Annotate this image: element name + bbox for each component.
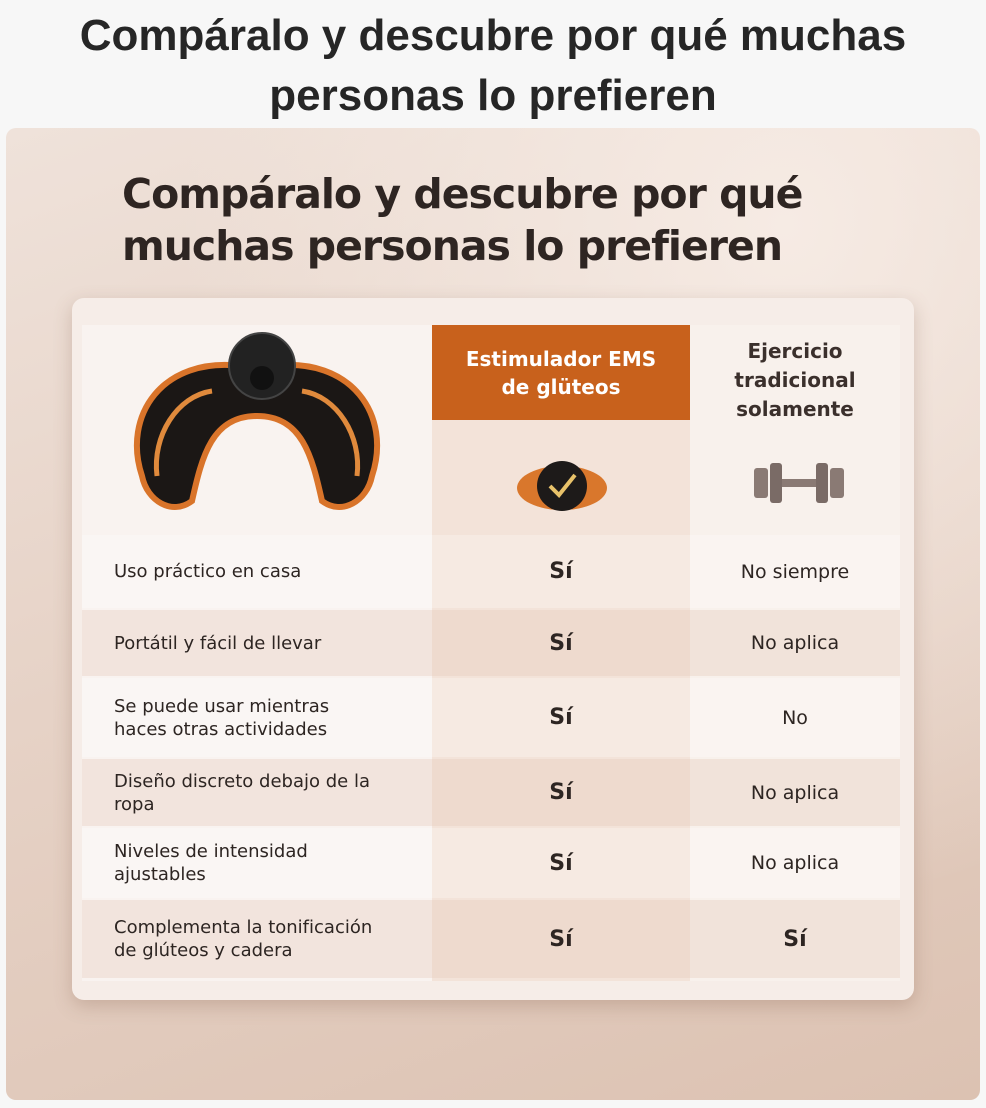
device-illustration — [134, 332, 380, 510]
exercise-cell: No aplica — [690, 828, 900, 898]
cell-text: Sí — [549, 926, 573, 952]
column-bg — [432, 325, 690, 981]
cell-text: Niveles de intensidad ajustables — [114, 841, 308, 885]
row-bg — [82, 759, 900, 826]
comparison-card: Estimulador EMS de glüteos Ejercicio tra… — [72, 298, 914, 1000]
feature-cell: Se puede usar mientras haces otras activ… — [82, 678, 432, 757]
cell-text: No aplica — [750, 781, 840, 804]
cell-text: Se puede usar mientras haces otras activ… — [114, 695, 330, 740]
row-bg — [82, 610, 900, 676]
exercise-cell: No aplica — [690, 759, 900, 826]
column-header: Ejercicio tradicional solamente — [734, 338, 856, 421]
cell-text: Portátil y fácil de llevar — [114, 632, 322, 654]
cell-text: Sí — [549, 780, 573, 805]
exercise-cell: No — [690, 678, 900, 757]
cell-text: Sí — [549, 559, 573, 584]
ems-cell: Sí — [432, 900, 690, 978]
exercise-cell: Sí — [690, 900, 900, 978]
row-bg — [82, 828, 900, 898]
cell-text: Sí — [549, 630, 573, 656]
feature-cell: Complementa la tonificación de glúteos y… — [82, 900, 432, 978]
ems-cell: Sí — [432, 535, 690, 608]
feature-cell: Portátil y fácil de llevar — [82, 610, 432, 676]
row-bg — [82, 535, 900, 608]
cell-text: No aplica — [750, 852, 840, 874]
cell-text: No — [782, 706, 808, 729]
ems-icon — [517, 461, 607, 511]
exercise-cell: No aplica — [690, 610, 900, 676]
cell-text: Diseño discreto debajo de la ropa — [114, 770, 370, 815]
feature-cell: Niveles de intensidad ajustables — [82, 828, 432, 898]
column-bg — [690, 325, 900, 981]
cell-text: Uso práctico en casa — [114, 561, 302, 582]
exercise-cell: No siempre — [690, 535, 900, 608]
column-header: Estimulador EMS de glüteos — [432, 325, 690, 420]
cell-text: Sí — [549, 705, 573, 730]
page-title: Compáralo y descubre por qué muchas pers… — [79, 11, 907, 120]
ems-cell: Sí — [432, 678, 690, 757]
feature-cell: Diseño discreto debajo de la ropa — [82, 759, 432, 826]
row-bg — [82, 900, 900, 978]
ems-cell: Sí — [432, 759, 690, 826]
cell-text: No siempre — [740, 560, 850, 583]
cell-text: Sí — [783, 926, 807, 952]
row-bg — [82, 678, 900, 757]
cell-text: Sí — [549, 850, 573, 876]
product-image: Compáralo y descubre por qué muchas pers… — [6, 128, 980, 1100]
cell-text: No aplica — [750, 632, 840, 654]
cell-text: Complementa la tonificación de glúteos y… — [114, 917, 373, 961]
ems-cell: Sí — [432, 610, 690, 676]
ems-cell: Sí — [432, 828, 690, 898]
feature-cell: Uso práctico en casa — [82, 535, 432, 608]
image-title: Compáralo y descubre por qué muchas pers… — [122, 170, 803, 270]
dumbbell-icon — [754, 463, 844, 503]
